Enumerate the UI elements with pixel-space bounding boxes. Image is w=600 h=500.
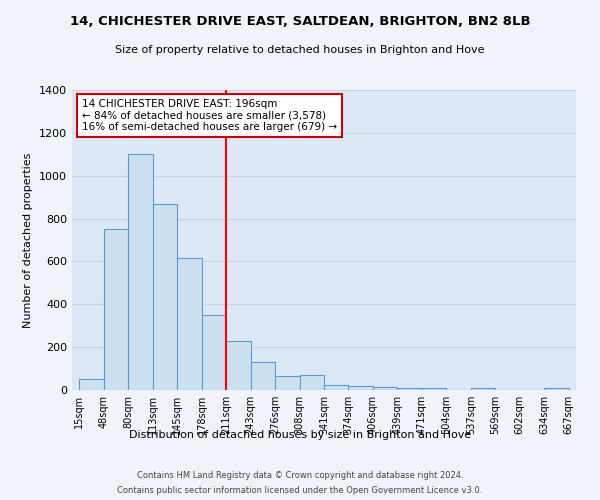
- Bar: [471, 388, 495, 390]
- Bar: [226, 340, 251, 390]
- Bar: [422, 388, 446, 390]
- Bar: [275, 376, 299, 390]
- Text: Distribution of detached houses by size in Brighton and Hove: Distribution of detached houses by size …: [129, 430, 471, 440]
- Bar: [251, 362, 275, 390]
- Bar: [202, 315, 226, 390]
- Bar: [128, 154, 153, 390]
- Bar: [153, 204, 177, 390]
- Bar: [177, 258, 202, 390]
- Bar: [373, 387, 397, 390]
- Bar: [104, 230, 128, 390]
- Bar: [349, 386, 373, 390]
- Text: Size of property relative to detached houses in Brighton and Hove: Size of property relative to detached ho…: [115, 45, 485, 55]
- Text: Contains public sector information licensed under the Open Government Licence v3: Contains public sector information licen…: [118, 486, 482, 495]
- Text: 14, CHICHESTER DRIVE EAST, SALTDEAN, BRIGHTON, BN2 8LB: 14, CHICHESTER DRIVE EAST, SALTDEAN, BRI…: [70, 15, 530, 28]
- Text: Contains HM Land Registry data © Crown copyright and database right 2024.: Contains HM Land Registry data © Crown c…: [137, 471, 463, 480]
- Bar: [299, 375, 324, 390]
- Text: 14 CHICHESTER DRIVE EAST: 196sqm
← 84% of detached houses are smaller (3,578)
16: 14 CHICHESTER DRIVE EAST: 196sqm ← 84% o…: [82, 99, 337, 132]
- Bar: [79, 380, 104, 390]
- Y-axis label: Number of detached properties: Number of detached properties: [23, 152, 34, 328]
- Bar: [397, 388, 422, 390]
- Bar: [324, 384, 349, 390]
- Bar: [544, 388, 569, 390]
